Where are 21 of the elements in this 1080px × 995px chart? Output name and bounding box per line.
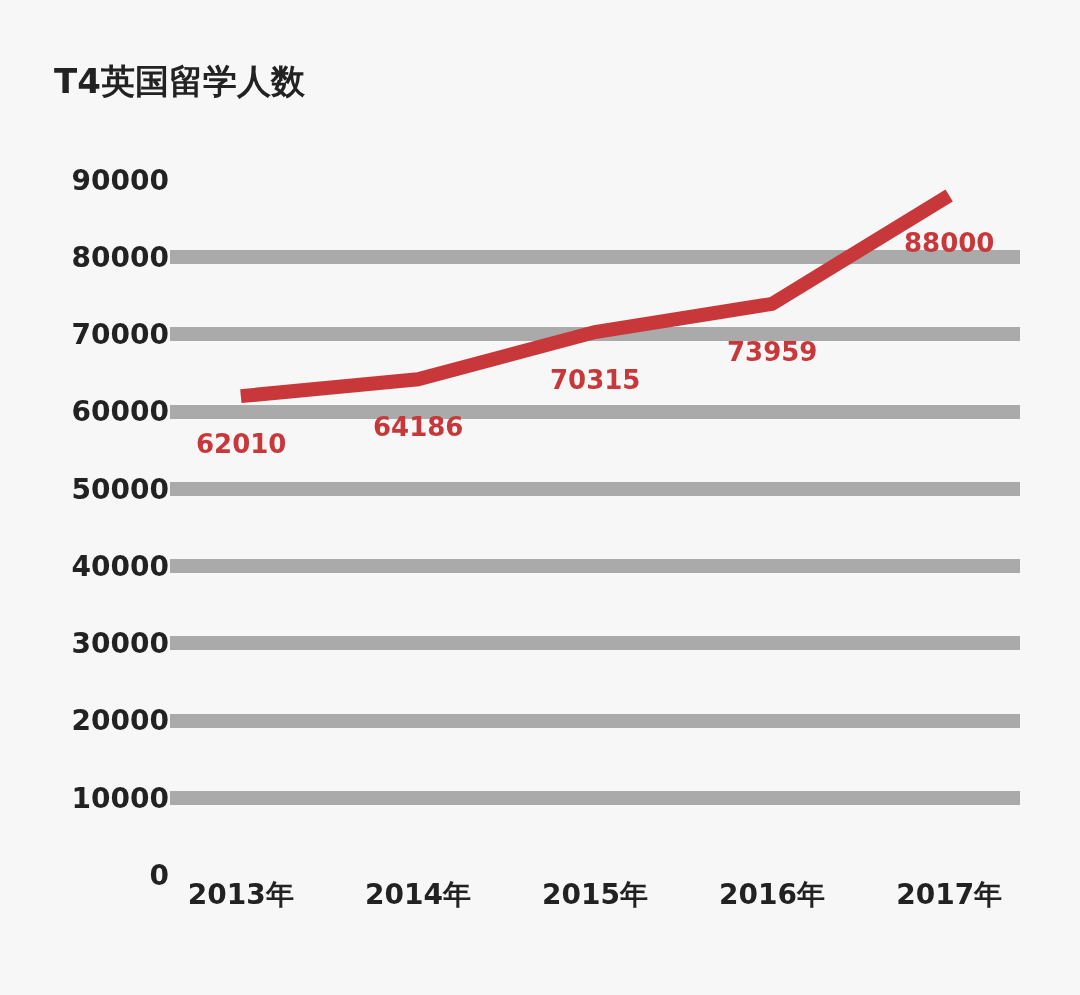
x-tick-label: 2016年 — [719, 878, 826, 911]
data-label: 73959 — [727, 337, 818, 367]
data-label: 62010 — [196, 429, 287, 459]
chart-title: T4英国留学人数 — [54, 61, 306, 102]
y-tick-label: 80000 — [71, 241, 169, 275]
data-label: 70315 — [550, 365, 641, 395]
x-tick-label: 2013年 — [187, 878, 294, 911]
y-tick-label: 70000 — [71, 318, 169, 352]
y-tick-label: 30000 — [71, 627, 169, 661]
y-tick-label: 20000 — [71, 704, 169, 738]
y-tick-label: 0 — [149, 858, 169, 892]
y-tick-label: 40000 — [71, 549, 169, 583]
x-tick-label: 2015年 — [542, 878, 648, 911]
x-tick-label: 2017年 — [896, 878, 1003, 911]
y-tick-label: 50000 — [71, 472, 169, 506]
y-tick-label: 10000 — [71, 781, 169, 815]
data-label: 88000 — [904, 228, 995, 258]
y-tick-label: 60000 — [71, 395, 169, 429]
x-tick-label: 2014年 — [364, 878, 471, 911]
data-label: 64186 — [373, 412, 464, 442]
y-tick-label: 90000 — [71, 163, 169, 197]
